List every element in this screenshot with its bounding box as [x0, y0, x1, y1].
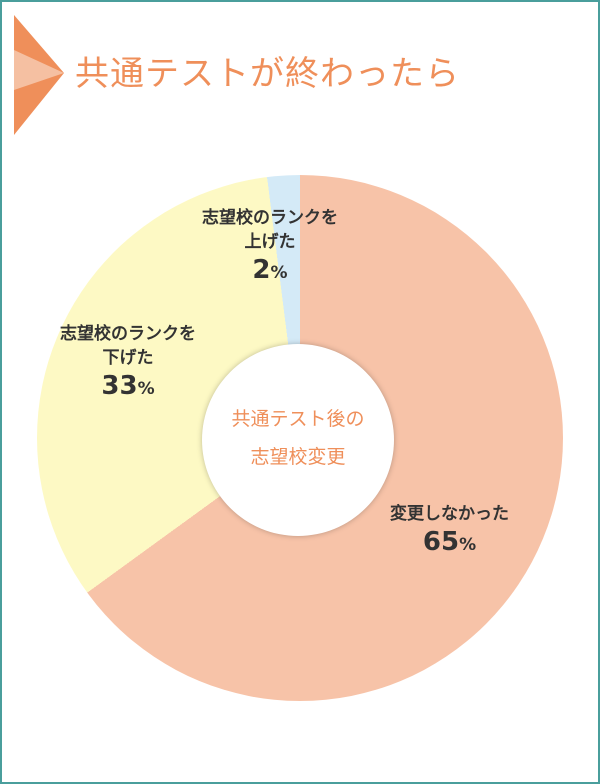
slice-label-percent: 2% [252, 255, 288, 285]
slice-label-raised: 志望校のランクを 上げた 2% [202, 206, 338, 289]
slice-label-unchanged: 変更しなかった 65% [390, 502, 509, 561]
slice-label-percent: 33% [101, 371, 155, 401]
slice-label-text: 志望校のランクを [60, 324, 196, 344]
slice-label-text: 下げた [102, 348, 154, 368]
center-label-line1: 共通テスト後の [231, 408, 365, 430]
slice-label-percent: 65% [422, 527, 477, 557]
slice-label-text: 志望校のランクを [202, 208, 338, 228]
center-label-line2: 志望校変更 [250, 446, 346, 468]
center-label: 共通テスト後の 志望校変更 [202, 400, 394, 476]
slice-label-text: 上げた [244, 232, 296, 252]
slice-label-lowered: 志望校のランクを 下げた 33% [60, 322, 196, 405]
donut-hole [202, 344, 394, 536]
slice-label-text: 変更しなかった [390, 504, 509, 524]
page-title: 共通テストが終わったら [75, 54, 460, 94]
triangle-arrow-icon [14, 15, 64, 135]
